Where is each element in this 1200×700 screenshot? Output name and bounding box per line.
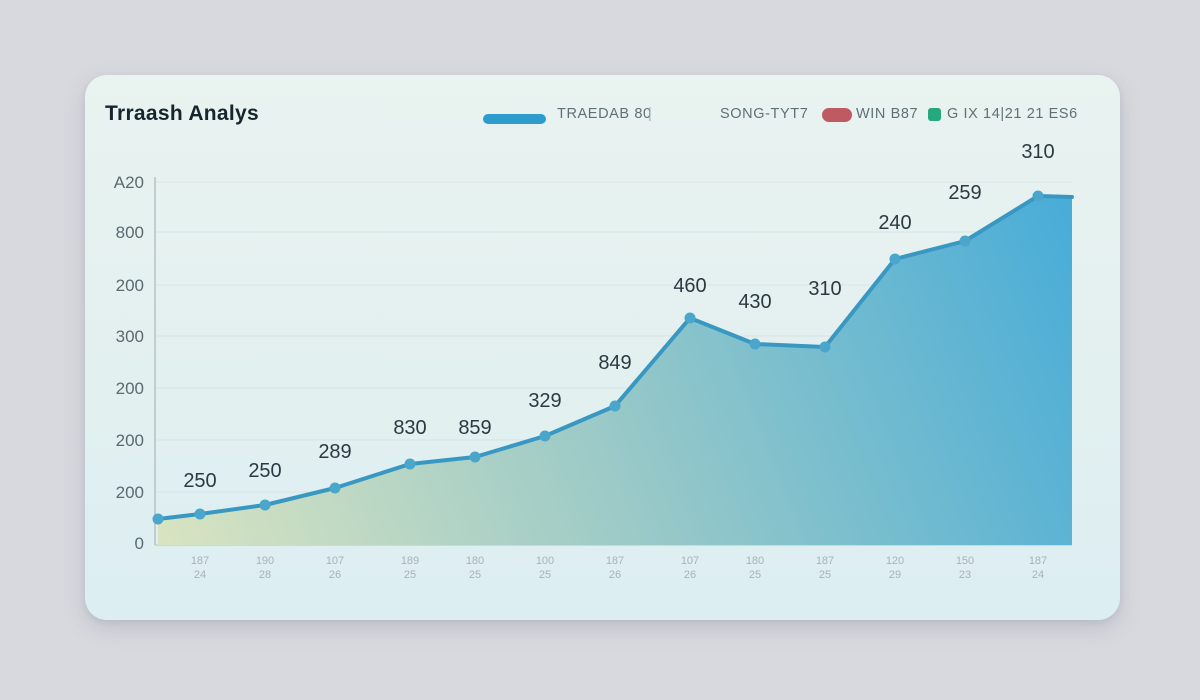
y-axis-tick-label: 200 — [116, 431, 144, 450]
area-fill — [158, 196, 1072, 545]
chart-card: Trraash Analys TRAEDAB 80 | SONG-TYT7 WI… — [85, 75, 1120, 620]
x-axis-tick-line1: 120 — [886, 555, 904, 567]
data-point-label: 250 — [183, 470, 216, 492]
data-point — [404, 458, 416, 470]
x-axis-tick-line2: 29 — [889, 569, 901, 581]
data-point-label: 240 — [878, 212, 911, 234]
x-axis-tick-line1: 107 — [681, 555, 699, 567]
data-point — [1032, 190, 1044, 202]
x-axis-tick-line2: 25 — [749, 569, 761, 581]
y-axis-tick-label: 300 — [116, 327, 144, 346]
data-point-label: 310 — [808, 278, 841, 300]
y-axis-tick-label: 200 — [116, 379, 144, 398]
x-axis-tick-line2: 26 — [329, 569, 341, 581]
legend-red-label[interactable]: WIN B87 — [856, 106, 919, 122]
data-point — [259, 499, 271, 511]
data-point — [889, 253, 901, 265]
data-point — [539, 430, 551, 442]
data-point — [749, 338, 761, 350]
legend-green-swatch[interactable] — [928, 108, 941, 121]
x-axis-tick-line1: 150 — [956, 555, 974, 567]
y-axis-tick-label: A20 — [114, 173, 144, 192]
x-axis-tick-line2: 25 — [469, 569, 481, 581]
x-axis-tick-line1: 180 — [746, 555, 764, 567]
data-point — [194, 508, 206, 520]
legend-divider: | — [648, 106, 653, 122]
page-title: Trraash Analys — [105, 102, 259, 125]
data-point-label: 430 — [738, 291, 771, 313]
data-point — [469, 451, 481, 463]
data-point — [329, 482, 341, 494]
x-axis-tick-line2: 24 — [1032, 569, 1044, 581]
data-point-label: 289 — [318, 441, 351, 463]
x-axis-tick-line2: 24 — [194, 569, 206, 581]
x-axis-tick-line1: 187 — [606, 555, 624, 567]
data-point-label: 329 — [528, 390, 561, 412]
x-axis-tick-line2: 25 — [539, 569, 551, 581]
x-axis-tick-line1: 107 — [326, 555, 344, 567]
x-axis-tick-line2: 25 — [404, 569, 416, 581]
data-point — [684, 312, 696, 324]
y-axis-tick-label: 200 — [116, 483, 144, 502]
data-point-label: 859 — [458, 417, 491, 439]
x-axis-tick-line1: 187 — [191, 555, 209, 567]
data-point — [152, 513, 164, 525]
data-point-label: 259 — [948, 182, 981, 204]
legend-line-swatch[interactable] — [483, 114, 546, 124]
x-axis-tick-line2: 26 — [609, 569, 621, 581]
legend-series-label[interactable]: TRAEDAB 80 — [557, 106, 652, 122]
legend-secondary-label[interactable]: SONG-TYT7 — [720, 106, 809, 122]
data-point-label: 250 — [248, 460, 281, 482]
data-point — [609, 400, 621, 412]
data-point-label: 310 — [1021, 141, 1054, 163]
x-axis-tick-line1: 187 — [816, 555, 834, 567]
data-point — [819, 341, 831, 353]
y-axis-tick-label: 200 — [116, 276, 144, 295]
data-point-label: 830 — [393, 417, 426, 439]
x-axis-tick-line1: 187 — [1029, 555, 1047, 567]
x-axis-tick-line1: 190 — [256, 555, 274, 567]
x-axis-tick-line2: 23 — [959, 569, 971, 581]
legend-green-label[interactable]: G IX 14|21 21 ES6 — [947, 106, 1078, 122]
legend-red-swatch[interactable] — [822, 108, 852, 122]
x-axis-tick-line2: 25 — [819, 569, 831, 581]
data-point-label: 849 — [598, 352, 631, 374]
data-point — [959, 235, 971, 247]
x-axis-tick-line2: 26 — [684, 569, 696, 581]
data-point-label: 460 — [673, 275, 706, 297]
y-axis-tick-label: 800 — [116, 223, 144, 242]
x-axis-tick-line1: 189 — [401, 555, 419, 567]
x-axis-tick-line1: 100 — [536, 555, 554, 567]
x-axis-tick-line1: 180 — [466, 555, 484, 567]
y-axis-tick-label: 0 — [135, 534, 144, 553]
x-axis-tick-line2: 28 — [259, 569, 271, 581]
